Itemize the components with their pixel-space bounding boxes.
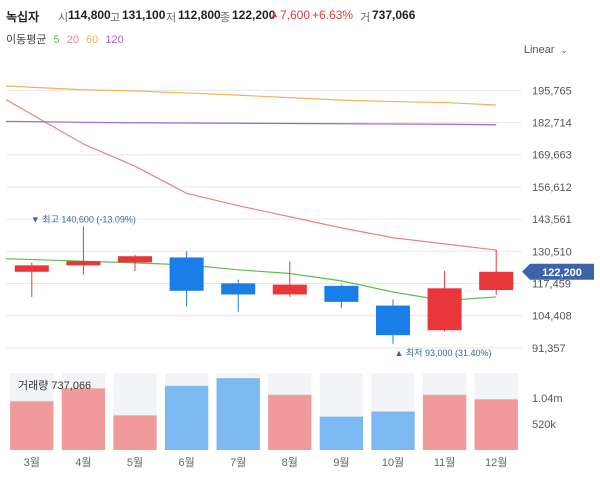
ma-20-line <box>5 99 497 251</box>
volume-bar[interactable] <box>422 394 467 450</box>
current-price-tag <box>522 263 594 280</box>
x-tick-label: 5월 <box>127 456 143 469</box>
ma-60-line <box>5 85 497 106</box>
volume-label: 거 <box>360 12 371 24</box>
change-percent: +6.63% <box>312 8 354 22</box>
x-tick-label: 6월 <box>178 456 194 469</box>
close-value: 122,200 <box>232 8 276 22</box>
candle-body[interactable] <box>272 284 307 295</box>
y-tick-label: 169,663 <box>532 150 572 162</box>
ma-120-line <box>5 120 497 126</box>
ma-120-toggle[interactable]: 120 <box>105 34 124 46</box>
candle-body[interactable] <box>427 288 462 331</box>
scale-dropdown[interactable]: Linear ⌄ <box>524 44 568 56</box>
volume-bar[interactable] <box>371 411 415 451</box>
moving-average-legend: 이동평균 5 20 60 120 <box>6 31 128 47</box>
high-value: 131,100 <box>122 8 166 22</box>
x-tick-label: 10월 <box>382 456 404 469</box>
close-label: 종 <box>220 12 231 24</box>
ma-5-toggle[interactable]: 5 <box>53 34 60 46</box>
candle-body[interactable] <box>375 305 411 336</box>
volume-panel-label: 거래량 737,066 <box>18 379 91 392</box>
y-tick-label: 143,561 <box>532 214 572 226</box>
x-tick-label: 4월 <box>75 456 91 469</box>
y-tick-label: 156,612 <box>532 182 572 194</box>
ma-60-toggle[interactable]: 60 <box>86 34 99 46</box>
y-tick-label: 91,357 <box>532 343 566 355</box>
open-label: 시 <box>58 12 69 24</box>
x-tick-label: 7월 <box>230 456 246 469</box>
candle-body[interactable] <box>479 271 514 291</box>
volume-bar[interactable] <box>268 394 312 450</box>
y-tick-label: 104,408 <box>532 311 572 323</box>
change-value: 7,600 <box>280 8 311 22</box>
high-label: 고 <box>110 12 121 24</box>
y-tick-label: 195,765 <box>532 85 572 97</box>
x-tick-label: 9월 <box>333 456 349 469</box>
volume-tick-label: 520k <box>532 419 556 431</box>
candle-body[interactable] <box>169 257 204 291</box>
candle-body[interactable] <box>221 283 256 295</box>
volume-bar[interactable] <box>319 416 364 450</box>
volume-bar[interactable] <box>164 385 209 450</box>
candle-body[interactable] <box>14 265 49 272</box>
ma-20-toggle[interactable]: 20 <box>66 34 79 46</box>
chevron-down-icon: ⌄ <box>560 45 568 55</box>
x-tick-label: 12월 <box>485 456 507 469</box>
y-tick-label: 182,714 <box>532 118 572 130</box>
ma-5-line <box>5 258 497 302</box>
volume-bar[interactable] <box>61 388 106 450</box>
low-value: 112,800 <box>178 8 221 22</box>
high-annotation: ▼ 최고 140,600 (-13.09%) <box>31 214 136 224</box>
volume-bar[interactable] <box>10 401 54 450</box>
stock-header: 녹십자 시 114,800 고 131,100 저 112,800 종 122,… <box>0 0 600 60</box>
y-tick-label: 117,459 <box>532 278 571 290</box>
stock-name: 녹십자 <box>6 10 40 24</box>
current-price-label: 122,200 <box>542 267 582 279</box>
volume-bar[interactable] <box>113 415 157 450</box>
candle-body[interactable] <box>66 261 101 266</box>
low-annotation: ▲ 최저 93,000 (31.40%) <box>394 348 491 358</box>
y-tick-label: 130,510 <box>532 246 572 258</box>
volume-bar[interactable] <box>474 399 518 450</box>
moving-average-label: 이동평균 <box>6 34 47 46</box>
candle-body[interactable] <box>324 285 359 302</box>
open-value: 114,800 <box>68 8 111 22</box>
candle-body[interactable] <box>117 256 153 263</box>
x-tick-label: 8월 <box>282 456 298 469</box>
volume-value: 737,066 <box>372 8 416 22</box>
x-tick-label: 11월 <box>434 456 456 469</box>
change-arrow-icon: ▲ <box>270 9 279 19</box>
volume-bar[interactable] <box>216 378 260 450</box>
low-label: 저 <box>166 12 177 24</box>
x-tick-label: 3월 <box>24 456 40 469</box>
volume-tick-label: 1.04m <box>532 393 563 405</box>
scale-dropdown-label: Linear <box>523 44 555 56</box>
